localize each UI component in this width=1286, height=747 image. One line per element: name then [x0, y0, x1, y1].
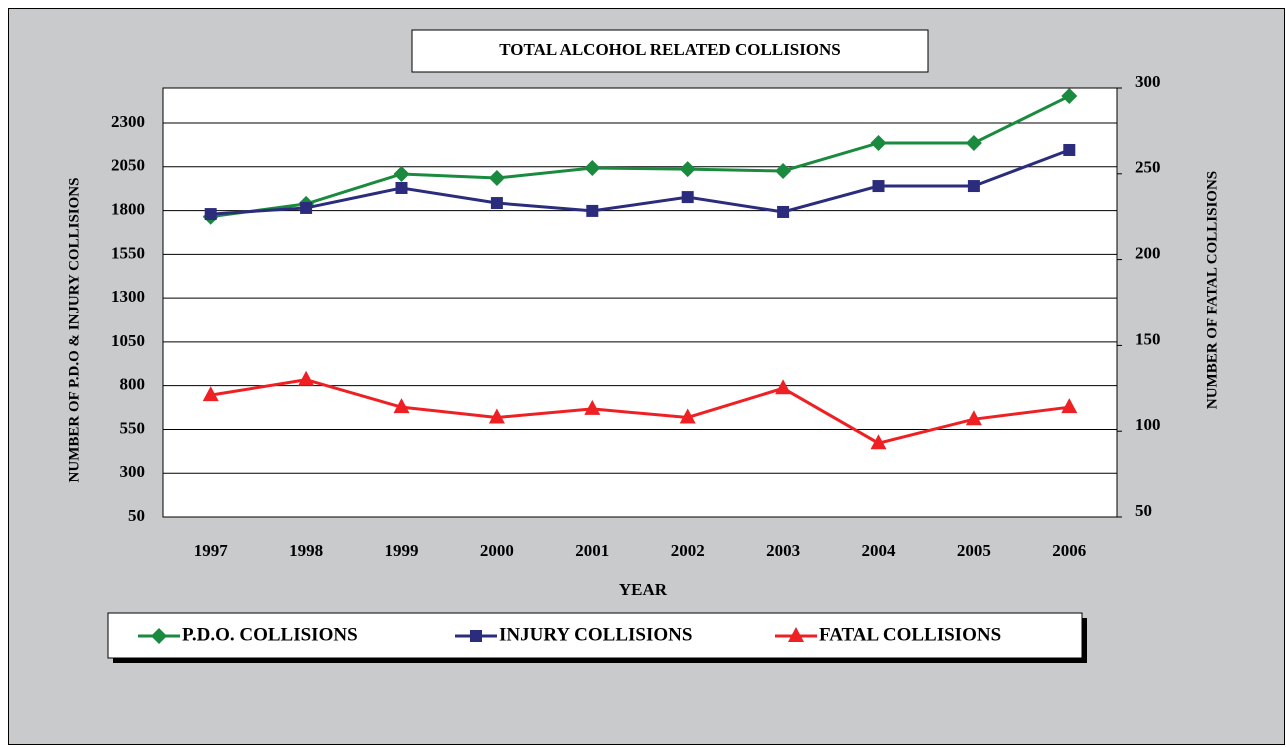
data-point	[204, 208, 217, 221]
legend-label: P.D.O. COLLISIONS	[182, 624, 358, 645]
y2-tick-label: 50	[1135, 501, 1152, 520]
data-point	[586, 204, 599, 217]
data-point	[967, 180, 980, 193]
x-tick-label: 2005	[957, 541, 991, 560]
data-point	[775, 162, 792, 179]
y2-tick-label: 300	[1135, 72, 1161, 91]
data-point	[584, 160, 601, 177]
legend-marker	[788, 627, 804, 642]
y-axis-label: NUMBER OF P.D.O & INJURY COLLISIONS	[66, 178, 82, 483]
x-tick-label: 2000	[480, 541, 514, 560]
series-line	[210, 148, 1070, 216]
data-point	[870, 134, 887, 151]
data-point	[965, 134, 982, 151]
chart-title: TOTAL ALCOHOL RELATED COLLISIONS	[499, 40, 841, 59]
y2-tick-label: 100	[1135, 415, 1161, 434]
legend-marker	[151, 628, 167, 644]
data-point	[298, 370, 315, 386]
data-point	[681, 191, 694, 204]
x-tick-label: 2002	[671, 541, 705, 560]
data-point	[965, 410, 982, 426]
x-tick-label: 2001	[575, 541, 609, 560]
y-tick-label: 550	[120, 418, 146, 437]
y-tick-label: 1800	[111, 199, 145, 218]
data-point	[393, 398, 410, 414]
x-tick-label: 1999	[385, 541, 419, 560]
y-tick-label: 300	[120, 462, 146, 481]
data-point	[490, 197, 503, 210]
y-tick-label: 1300	[111, 287, 145, 306]
data-point	[679, 408, 696, 424]
y-tick-label: 2300	[111, 112, 145, 131]
y-tick-label: 1550	[111, 243, 145, 262]
data-point	[775, 379, 792, 395]
y2-tick-label: 150	[1135, 329, 1161, 348]
data-point	[584, 399, 601, 415]
y2-tick-label: 200	[1135, 244, 1161, 263]
x-tick-label: 2004	[862, 541, 897, 560]
x-tick-label: 2006	[1052, 541, 1086, 560]
y-tick-label: 1050	[111, 331, 145, 350]
data-point	[488, 170, 505, 187]
data-point	[1063, 143, 1076, 156]
data-point	[395, 181, 408, 194]
legend-marker	[470, 630, 482, 642]
data-point	[393, 165, 410, 182]
legend-label: INJURY COLLISIONS	[499, 624, 692, 645]
data-point	[1061, 88, 1078, 105]
data-point	[870, 434, 887, 450]
title-box	[411, 29, 929, 73]
x-tick-label: 1998	[289, 541, 323, 560]
legend-box	[107, 612, 1083, 659]
data-point	[679, 161, 696, 178]
plot-area	[162, 87, 1118, 518]
data-point	[300, 201, 313, 214]
data-point	[1061, 398, 1078, 414]
y-tick-label: 2050	[111, 156, 145, 175]
y-tick-label: 800	[120, 375, 146, 394]
series-line	[210, 94, 1070, 219]
y2-tick-label: 250	[1135, 158, 1161, 177]
x-tick-label: 2003	[766, 541, 800, 560]
legend-label: FATAL COLLISIONS	[819, 624, 1001, 645]
data-point	[202, 386, 219, 402]
data-point	[488, 408, 505, 424]
data-point	[777, 205, 790, 218]
y-tick-label: 50	[128, 506, 145, 525]
series-line	[210, 378, 1070, 445]
y2-axis-label: NUMBER OF FATAL COLLISIONS	[1204, 171, 1220, 409]
data-point	[872, 180, 885, 193]
x-axis-label: YEAR	[619, 580, 668, 599]
x-tick-label: 1997	[194, 541, 229, 560]
